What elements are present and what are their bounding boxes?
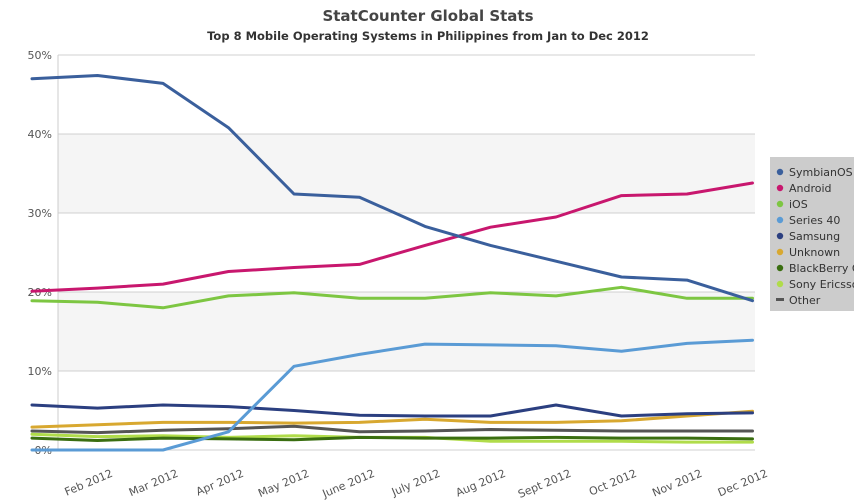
x-tick-label: Oct 2012 [587, 467, 639, 499]
series-line [30, 285, 754, 310]
series-line [30, 181, 754, 293]
plot-band [58, 134, 755, 213]
legend-marker [776, 184, 784, 192]
y-tick-label: 30% [28, 207, 52, 220]
x-tick-label: Dec 2012 [716, 467, 770, 500]
plot-band [58, 55, 755, 134]
legend-label: Other [789, 294, 821, 307]
x-tick-label: Feb 2012 [63, 467, 115, 499]
y-tick-label: 40% [28, 128, 52, 141]
legend-box [770, 157, 854, 311]
legend-marker [776, 298, 784, 301]
legend-marker [776, 280, 784, 288]
legend-marker [776, 248, 784, 256]
legend-label: Android [789, 182, 832, 195]
gridlines [57, 54, 755, 451]
series-line [30, 409, 754, 429]
series-line [30, 435, 754, 442]
series-line [30, 424, 754, 435]
plot-band [58, 213, 755, 292]
legend: SymbianOS Android iOS Series 40 Samsung Unkno… [770, 157, 854, 311]
legend-label: Series 40 [789, 214, 840, 227]
legend-marker [776, 264, 784, 272]
x-axis: Feb 2012 Mar 2012 Apr 2012 May 2012 June 201… [63, 467, 770, 500]
legend-label: Samsung [789, 230, 840, 243]
y-tick-label: 10% [28, 365, 52, 378]
x-tick-label: Apr 2012 [194, 467, 246, 499]
chart-subtitle: Top 8 Mobile Operating Systems in Philip… [207, 29, 649, 43]
series-line [30, 74, 754, 303]
plot-lines [30, 74, 754, 452]
legend-marker [776, 216, 784, 224]
x-tick-label: Mar 2012 [127, 467, 180, 499]
chart-title: StatCounter Global Stats [322, 7, 533, 25]
legend-marker [776, 168, 784, 176]
series-line [30, 403, 754, 418]
x-tick-label: July 2012 [389, 467, 442, 499]
x-tick-label: June 2012 [320, 467, 377, 500]
series-line [30, 338, 754, 452]
legend-label: Sony Ericsso [789, 278, 854, 291]
legend-label: SymbianOS [789, 166, 853, 179]
plot-background [58, 55, 755, 450]
x-tick-label: May 2012 [256, 467, 311, 500]
x-tick-label: Aug 2012 [454, 467, 508, 500]
legend-label: BlackBerry O [789, 262, 854, 275]
x-tick-label: Nov 2012 [650, 467, 704, 500]
plot-band [58, 292, 755, 371]
y-axis: 0%10%20%30%40%50% [28, 49, 52, 457]
x-tick-label: Sept 2012 [516, 467, 573, 500]
legend-label: Unknown [789, 246, 840, 259]
y-tick-label: 50% [28, 49, 52, 62]
legend-marker [776, 200, 784, 208]
legend-label: iOS [789, 198, 808, 211]
legend-marker [776, 232, 784, 240]
y-tick-label: 20% [28, 286, 52, 299]
